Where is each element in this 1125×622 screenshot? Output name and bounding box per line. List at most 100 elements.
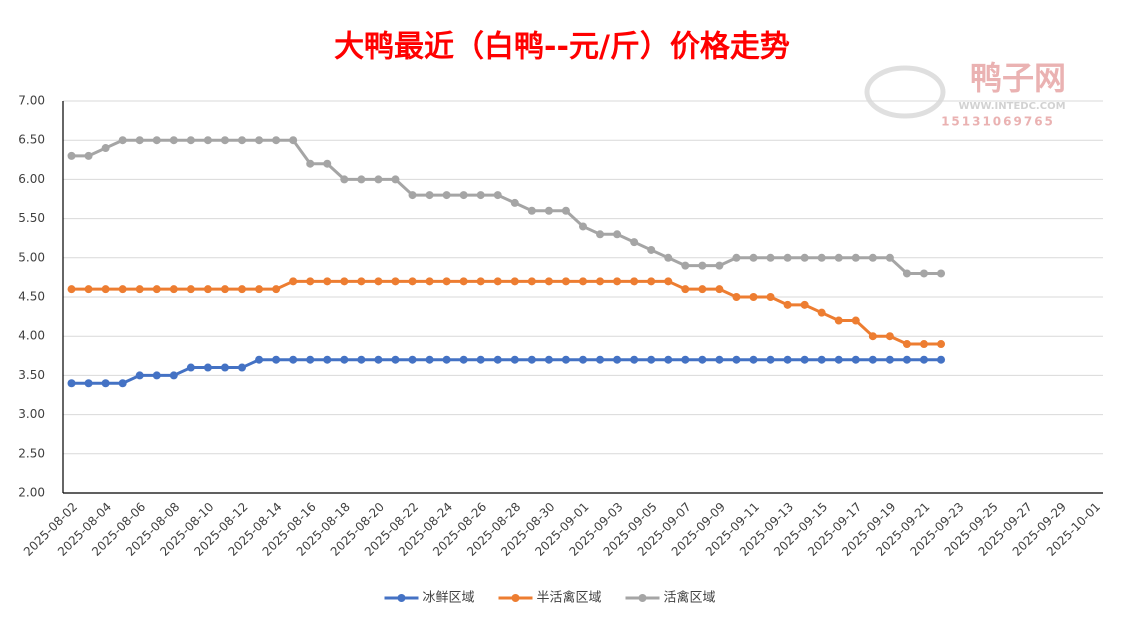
data-point [323, 159, 332, 168]
data-point [118, 136, 127, 145]
y-tick-label: 6.00 [18, 172, 45, 186]
data-point [749, 355, 758, 364]
data-point [851, 355, 860, 364]
data-point [647, 277, 656, 286]
data-point [340, 277, 349, 286]
data-point [834, 316, 843, 325]
y-tick-label: 2.50 [18, 446, 45, 460]
data-point [391, 355, 400, 364]
data-point [476, 191, 485, 200]
series-line [71, 358, 942, 385]
data-point [374, 355, 383, 364]
watermark-name: 鸭子网 [970, 59, 1066, 97]
chart-title: 大鸭最近（白鸭--元/斤）价格走势 [334, 30, 790, 65]
y-tick-label: 7.00 [18, 94, 45, 108]
data-point [238, 285, 247, 294]
data-point [732, 355, 741, 364]
data-point [442, 355, 451, 364]
data-point [902, 355, 911, 364]
data-point [391, 175, 400, 184]
data-point [613, 277, 622, 286]
legend-label: 活禽区域 [664, 590, 716, 606]
y-tick-label: 2.00 [18, 486, 45, 500]
data-point [152, 371, 161, 380]
data-point [817, 308, 826, 317]
data-point [715, 355, 724, 364]
data-point [561, 277, 570, 286]
data-point [408, 355, 417, 364]
data-point [579, 355, 587, 364]
data-point [851, 253, 860, 262]
data-point [715, 285, 724, 294]
data-point [732, 293, 741, 301]
data-point [698, 355, 707, 364]
data-point [613, 230, 622, 239]
data-point [101, 285, 110, 294]
data-point [630, 355, 639, 364]
data-point [459, 277, 468, 286]
data-point [783, 300, 792, 309]
data-point [937, 269, 946, 278]
data-point [289, 136, 298, 145]
data-point [766, 253, 775, 262]
data-point [596, 277, 605, 286]
data-point [596, 355, 605, 364]
data-point [527, 206, 536, 215]
data-point [186, 363, 195, 372]
data-point [67, 151, 76, 160]
data-point [579, 277, 587, 286]
data-point [186, 285, 195, 294]
data-point [800, 355, 809, 364]
data-point [255, 136, 264, 145]
data-point [919, 355, 928, 364]
data-point [374, 277, 383, 286]
data-point [664, 253, 673, 262]
data-point [220, 136, 229, 145]
data-point [67, 285, 76, 294]
data-point [493, 277, 502, 286]
data-point [937, 355, 946, 364]
data-point [186, 136, 195, 145]
data-point [510, 355, 519, 364]
data-point [357, 355, 366, 364]
data-point [220, 363, 229, 372]
data-point [84, 151, 93, 160]
data-point [323, 277, 332, 286]
data-point [357, 175, 366, 184]
data-point [937, 340, 946, 349]
data-point [374, 175, 383, 184]
data-point [817, 355, 826, 364]
data-point [442, 191, 451, 200]
series [67, 136, 946, 278]
legend-label: 半活禽区域 [537, 590, 602, 606]
data-point [868, 332, 877, 341]
data-point [203, 136, 212, 145]
data-point [101, 144, 110, 153]
data-point [527, 277, 536, 286]
data-point [289, 277, 298, 286]
data-point [152, 136, 161, 145]
data-point [118, 285, 127, 294]
data-point [749, 253, 758, 262]
data-point [766, 355, 775, 364]
data-point [544, 277, 553, 286]
data-point [306, 277, 315, 286]
data-point [630, 238, 639, 247]
watermark-logo [864, 65, 946, 119]
data-point [783, 253, 792, 262]
data-point [885, 253, 894, 262]
data-point [749, 293, 758, 301]
data-point [442, 277, 451, 286]
data-point [169, 285, 178, 294]
data-point [340, 355, 349, 364]
data-point [800, 253, 809, 262]
legend-item: 冰鲜区域 [384, 591, 475, 606]
legend-marker [397, 594, 406, 602]
data-point [476, 355, 485, 364]
data-point [834, 253, 843, 262]
y-tick-label: 3.00 [18, 407, 45, 421]
data-point [613, 355, 622, 364]
data-point [919, 340, 928, 349]
data-point [272, 285, 281, 294]
data-point [851, 316, 860, 325]
